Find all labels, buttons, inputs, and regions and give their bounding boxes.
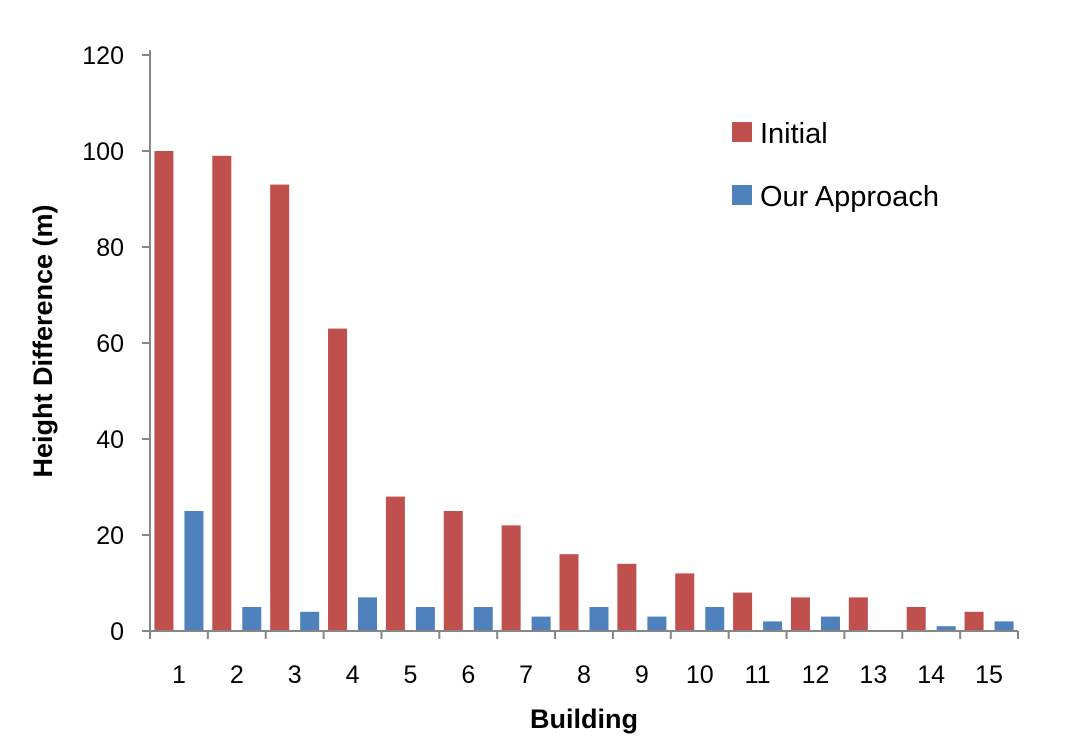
x-tick-label-5: 5 — [403, 661, 417, 689]
bar-initial-building-3 — [270, 184, 290, 631]
y-tick-label-80: 80 — [96, 234, 124, 262]
x-tick-label-9: 9 — [635, 661, 649, 689]
y-tick-label-60: 60 — [96, 330, 124, 358]
bar-our-approach-building-7 — [531, 616, 551, 631]
x-tick-label-10: 10 — [686, 661, 714, 689]
x-tick-label-2: 2 — [230, 661, 244, 689]
bar-initial-building-12 — [790, 597, 810, 631]
x-tick-label-7: 7 — [519, 661, 533, 689]
y-tick-label-20: 20 — [96, 522, 124, 550]
legend-label-our-approach: Our Approach — [760, 181, 939, 213]
y-tick-label-100: 100 — [82, 138, 124, 166]
bar-initial-building-5 — [385, 496, 405, 631]
x-axis-title: Building — [530, 704, 638, 734]
bar-our-approach-building-6 — [473, 607, 493, 631]
x-tick-label-1: 1 — [172, 661, 186, 689]
bar-initial-building-9 — [617, 563, 637, 631]
y-axis-title: Height Difference (m) — [28, 204, 58, 477]
bar-our-approach-building-10 — [705, 607, 725, 631]
bar-initial-building-13 — [848, 597, 868, 631]
bar-our-approach-building-3 — [300, 611, 320, 631]
bar-initial-building-6 — [443, 511, 463, 631]
y-tick-label-120: 120 — [82, 42, 124, 70]
x-tick-label-3: 3 — [288, 661, 302, 689]
x-tick-label-8: 8 — [577, 661, 591, 689]
bar-our-approach-building-11 — [763, 621, 783, 631]
bar-initial-building-11 — [733, 592, 753, 631]
y-tick-label-40: 40 — [96, 426, 124, 454]
legend-swatch-initial — [732, 122, 752, 142]
x-tick-label-14: 14 — [917, 661, 945, 689]
x-tick-label-11: 11 — [745, 661, 771, 689]
x-tick-label-6: 6 — [461, 661, 475, 689]
x-tick-label-15: 15 — [975, 661, 1003, 689]
legend-label-initial: Initial — [760, 118, 828, 150]
bar-initial-building-1 — [154, 151, 174, 631]
bar-initial-building-2 — [212, 155, 232, 632]
legend-swatch-our-approach — [732, 185, 752, 205]
legend: Initial Our Approach — [732, 118, 939, 213]
bar-our-approach-building-14 — [936, 626, 956, 631]
bar-our-approach-building-1 — [184, 511, 204, 631]
bar-initial-building-4 — [328, 328, 348, 631]
bar-our-approach-building-12 — [820, 616, 840, 631]
x-tick-label-12: 12 — [802, 661, 830, 689]
bar-initial-building-14 — [906, 607, 926, 631]
bar-initial-building-10 — [675, 573, 695, 631]
bar-initial-building-15 — [964, 611, 984, 631]
y-tick-label-0: 0 — [110, 618, 124, 646]
bar-our-approach-building-5 — [415, 607, 435, 631]
bar-our-approach-building-2 — [242, 607, 262, 631]
bar-our-approach-building-4 — [358, 597, 378, 631]
bar-our-approach-building-15 — [994, 621, 1014, 631]
x-tick-label-13: 13 — [859, 661, 887, 689]
bar-our-approach-building-9 — [647, 616, 667, 631]
bar-our-approach-building-8 — [589, 607, 609, 631]
x-tick-label-4: 4 — [346, 661, 360, 689]
bar-initial-building-7 — [501, 525, 521, 631]
bars-layer — [154, 151, 1014, 632]
bar-initial-building-8 — [559, 554, 579, 631]
